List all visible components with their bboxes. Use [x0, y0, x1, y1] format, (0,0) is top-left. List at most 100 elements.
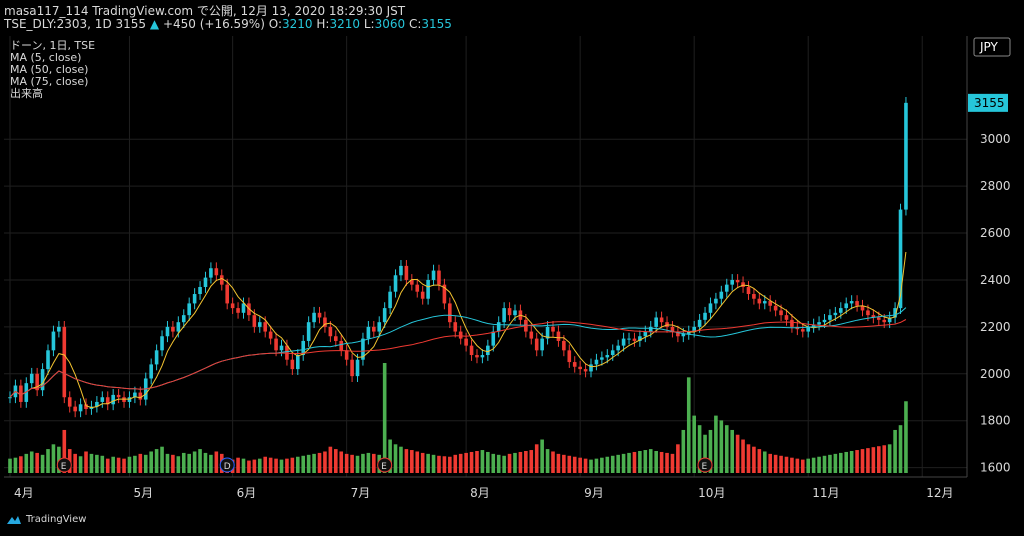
- volume-bar: [295, 456, 300, 473]
- event-marker-label: E: [61, 462, 67, 472]
- candle-body: [654, 317, 658, 327]
- volume-bar: [784, 456, 789, 473]
- y-tick-label: 2200: [980, 320, 1011, 334]
- legend-symbol[interactable]: ドーン, 1日, TSE: [10, 39, 96, 52]
- volume-bar: [344, 453, 349, 473]
- candle-body: [562, 340, 566, 351]
- candle-body: [779, 310, 783, 316]
- candle-body: [486, 345, 490, 356]
- candle-body: [111, 394, 115, 405]
- volume-bar: [448, 456, 452, 473]
- candle-body: [551, 326, 555, 332]
- low-value: 3060: [374, 17, 406, 31]
- candle-body: [703, 312, 707, 320]
- up-arrow-icon: ▲: [149, 17, 160, 31]
- volume-bar: [464, 452, 468, 473]
- volume-bar: [372, 453, 376, 473]
- volume-bar: [659, 451, 664, 473]
- volume-bar: [301, 455, 306, 473]
- candle-body: [154, 350, 159, 365]
- volume-bar: [844, 451, 849, 473]
- candle-body: [572, 362, 577, 367]
- volume-bar: [594, 458, 599, 473]
- volume-bar: [572, 456, 577, 473]
- symbol-name: TSE_DLY:2303, 1D 3155: [4, 17, 147, 31]
- volume-bar: [866, 448, 870, 473]
- volume-bar: [127, 456, 132, 473]
- volume-bar: [122, 458, 126, 473]
- volume-bar: [198, 449, 202, 473]
- x-tick-label: 9月: [584, 486, 604, 500]
- volume-bar: [556, 453, 561, 473]
- candle-body: [404, 265, 409, 280]
- volume-bar: [686, 377, 691, 473]
- last-price-label: 3155: [974, 96, 1005, 110]
- volume-bar: [697, 425, 702, 473]
- candle-body: [828, 315, 832, 320]
- candle-body: [198, 286, 202, 295]
- footer-brand[interactable]: TradingView: [6, 514, 86, 525]
- volume-bar: [898, 425, 903, 473]
- x-tick-label: 11月: [812, 486, 839, 500]
- legend-ma50[interactable]: MA (50, close): [10, 63, 89, 76]
- volume-bar: [89, 453, 94, 473]
- candle-body: [627, 338, 631, 340]
- volume-bar: [806, 458, 811, 473]
- candle-body: [448, 303, 452, 323]
- volume-bar: [133, 455, 137, 473]
- volume-bar: [312, 453, 316, 473]
- volume-bar: [877, 446, 881, 473]
- candle-body: [784, 315, 789, 320]
- candle-body: [241, 303, 246, 313]
- volume-bar: [790, 457, 794, 473]
- volume-bar: [165, 453, 170, 473]
- volume-bar: [404, 449, 409, 473]
- candle-body: [893, 308, 897, 318]
- candle-body: [605, 355, 610, 358]
- x-tick-label: 4月: [14, 486, 34, 500]
- candle-body: [187, 303, 191, 316]
- ma75-line: [9, 319, 907, 398]
- legend-ma75[interactable]: MA (75, close): [10, 75, 89, 88]
- volume-bar: [366, 452, 371, 473]
- volume-bar: [105, 458, 110, 473]
- volume-bar: [160, 446, 164, 473]
- volume-bar: [469, 451, 474, 473]
- symbol-ohlc-line: TSE_DLY:2303, 1D 3155 ▲ +450 (+16.59%) O…: [4, 17, 452, 31]
- candle-body: [491, 331, 496, 346]
- volume-bar: [176, 456, 181, 473]
- candle-body: [219, 275, 224, 285]
- volume-bar: [616, 454, 620, 473]
- volume-bar: [545, 449, 550, 473]
- volume-bar: [290, 457, 295, 473]
- volume-bar: [643, 450, 648, 473]
- y-tick-label: 2400: [980, 273, 1011, 287]
- candle-body: [475, 355, 479, 358]
- candle-body: [453, 322, 458, 332]
- candle-body: [616, 345, 620, 351]
- volume-bar: [241, 458, 246, 473]
- candle-body: [730, 279, 734, 285]
- candle-body: [855, 301, 859, 306]
- candle-body: [866, 310, 870, 316]
- volume-bar: [285, 458, 289, 473]
- open-value: 3210: [282, 17, 313, 31]
- volume-bar: [78, 456, 83, 473]
- candle-body: [882, 319, 887, 323]
- volume-bar: [475, 451, 479, 473]
- volume-bar: [534, 444, 539, 473]
- volume-bar: [40, 454, 45, 473]
- volume-bar: [171, 454, 175, 473]
- candle-body: [904, 102, 908, 210]
- candle-body: [844, 303, 849, 309]
- candle-body: [752, 294, 756, 299]
- legend-ma5[interactable]: MA (5, close): [10, 51, 82, 64]
- legend-volume[interactable]: 出来高: [10, 87, 43, 100]
- candle-body: [811, 324, 816, 327]
- volume-bar: [203, 452, 208, 473]
- volume-bar: [724, 425, 729, 473]
- volume-bar: [138, 453, 143, 473]
- currency-box: [973, 37, 1011, 57]
- close-label: C:: [408, 17, 422, 31]
